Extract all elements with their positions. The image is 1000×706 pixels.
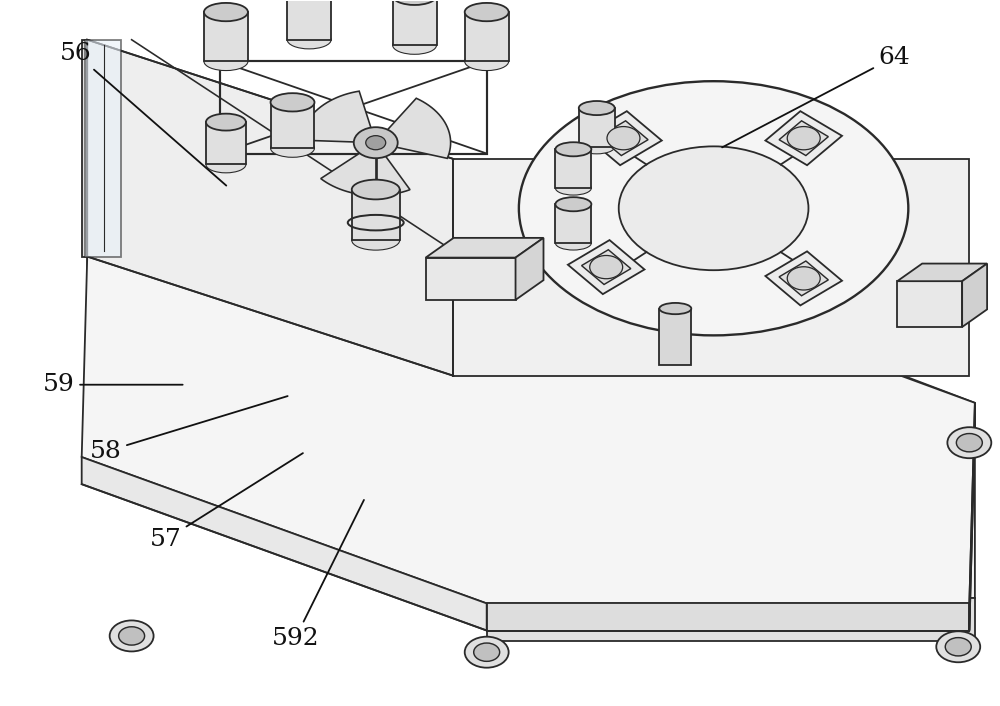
Polygon shape [271, 102, 314, 148]
Polygon shape [555, 149, 591, 188]
Polygon shape [85, 40, 121, 256]
Ellipse shape [579, 140, 615, 154]
Ellipse shape [393, 0, 437, 5]
Polygon shape [516, 238, 543, 300]
Polygon shape [897, 281, 962, 327]
Text: 592: 592 [271, 500, 364, 650]
Polygon shape [352, 189, 400, 240]
Ellipse shape [579, 101, 615, 115]
Polygon shape [82, 40, 87, 256]
Text: 59: 59 [43, 373, 183, 396]
Polygon shape [962, 263, 987, 327]
Ellipse shape [206, 114, 246, 131]
Polygon shape [393, 0, 437, 45]
Polygon shape [87, 251, 975, 598]
Ellipse shape [555, 181, 591, 195]
Circle shape [947, 427, 991, 458]
Text: 56: 56 [60, 42, 226, 186]
Ellipse shape [352, 230, 400, 250]
Polygon shape [779, 121, 828, 155]
Ellipse shape [204, 3, 248, 21]
Polygon shape [555, 204, 591, 243]
Ellipse shape [555, 197, 591, 211]
Circle shape [366, 136, 386, 150]
Polygon shape [426, 238, 543, 258]
Ellipse shape [393, 36, 437, 54]
Circle shape [474, 643, 500, 662]
Ellipse shape [353, 209, 398, 222]
Polygon shape [426, 258, 516, 300]
Polygon shape [897, 263, 987, 281]
Ellipse shape [206, 156, 246, 173]
Polygon shape [204, 12, 248, 61]
Polygon shape [82, 457, 487, 630]
Circle shape [607, 126, 640, 150]
Polygon shape [969, 403, 975, 630]
Polygon shape [487, 604, 969, 630]
Polygon shape [87, 40, 453, 376]
Circle shape [465, 637, 509, 668]
Polygon shape [765, 111, 842, 165]
Text: 58: 58 [90, 396, 288, 463]
Polygon shape [206, 122, 246, 164]
Ellipse shape [465, 52, 509, 71]
Ellipse shape [555, 236, 591, 250]
Polygon shape [453, 159, 969, 376]
Circle shape [787, 267, 820, 290]
Polygon shape [487, 598, 975, 641]
Polygon shape [82, 256, 975, 604]
Polygon shape [599, 121, 648, 155]
Polygon shape [582, 250, 631, 285]
Polygon shape [779, 261, 828, 296]
Ellipse shape [465, 3, 509, 21]
Ellipse shape [271, 93, 314, 112]
Ellipse shape [271, 139, 314, 157]
Polygon shape [287, 0, 331, 40]
Ellipse shape [519, 81, 908, 335]
Circle shape [119, 627, 145, 645]
Ellipse shape [659, 303, 691, 314]
Polygon shape [364, 196, 388, 215]
Polygon shape [568, 240, 644, 294]
Polygon shape [376, 98, 451, 158]
Circle shape [110, 621, 154, 652]
Ellipse shape [555, 142, 591, 156]
Circle shape [590, 256, 623, 279]
Polygon shape [301, 91, 376, 143]
Polygon shape [765, 251, 842, 306]
Ellipse shape [619, 146, 808, 270]
Ellipse shape [352, 179, 400, 199]
Circle shape [945, 638, 971, 656]
Text: 64: 64 [722, 46, 910, 148]
Circle shape [354, 127, 398, 158]
Circle shape [787, 126, 820, 150]
Polygon shape [659, 309, 691, 365]
Polygon shape [321, 143, 410, 196]
Circle shape [956, 433, 982, 452]
Ellipse shape [204, 52, 248, 71]
Circle shape [936, 631, 980, 662]
Ellipse shape [287, 30, 331, 49]
Text: 57: 57 [150, 453, 303, 551]
Polygon shape [579, 108, 615, 147]
Polygon shape [585, 111, 662, 165]
Polygon shape [465, 12, 509, 61]
